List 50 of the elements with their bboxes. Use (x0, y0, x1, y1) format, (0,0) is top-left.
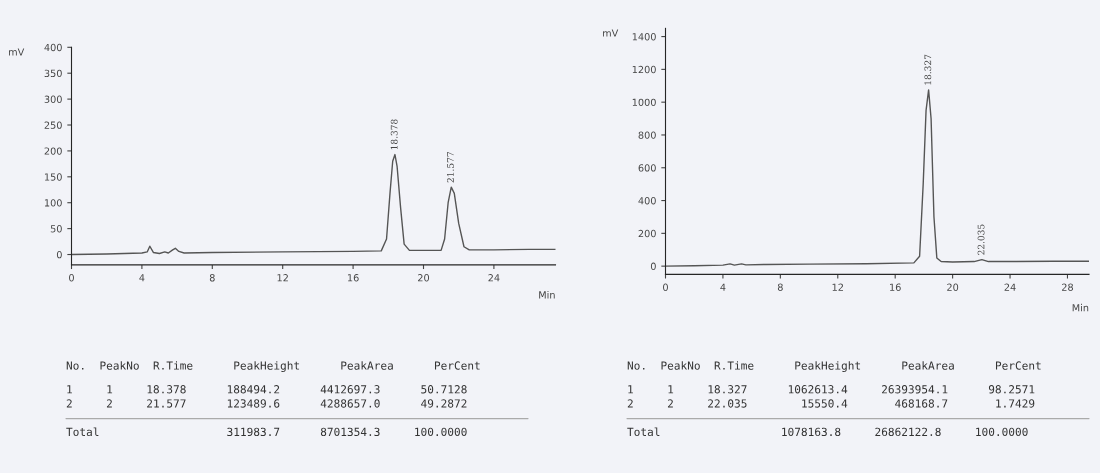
x-tick-label: 16 (347, 274, 359, 282)
y-tick-label: 800 (638, 131, 656, 139)
text: 1 1 18.327 1062613.4 26393954.1 98.2571 (628, 385, 1035, 394)
y-tick-label: 400 (638, 197, 656, 205)
x-tick-label: 0 (663, 283, 668, 291)
x-tick-label: 24 (1004, 283, 1016, 291)
y-tick-label: 50 (50, 225, 62, 233)
y-tick-label: 1000 (632, 98, 656, 106)
line-series (71, 153, 556, 256)
x-tick-label: 0 (69, 274, 74, 282)
y-tick-label: 400 (44, 43, 62, 52)
x-tick-label: 12 (832, 283, 843, 291)
y-tick-label: 1400 (632, 33, 656, 41)
y-tick-label: 200 (44, 147, 62, 155)
text: Total 1078163.8 26862122.8 100.0000 (627, 427, 1028, 437)
y-tick-label: 300 (44, 95, 62, 103)
x-tick-label: 4 (139, 274, 145, 282)
x-tick-label: 8 (209, 274, 215, 282)
x-tick-label: 4 (720, 283, 726, 291)
x-tick-label: 24 (488, 274, 500, 282)
x-tick-label: 20 (947, 283, 959, 291)
y-tick-label: 350 (44, 69, 62, 78)
annotation: 21.577 (447, 152, 454, 183)
x-axis-title: Min (1072, 303, 1089, 312)
y-tick-label: 0 (56, 251, 62, 259)
y-axis-title: mV (603, 29, 619, 37)
x-tick-label: 20 (418, 274, 430, 282)
y-tick-label: 600 (638, 164, 656, 172)
x-tick-label: 16 (890, 283, 901, 291)
text: No. PeakNo R.Time PeakHeight PeakArea PerCent (66, 361, 480, 372)
y-tick-label: 200 (638, 229, 656, 238)
y-tick-label: 100 (44, 199, 62, 207)
y-tick-label: 0 (650, 262, 656, 270)
annotation: 18.327 (924, 54, 932, 85)
y-tick-label: 250 (44, 121, 62, 129)
line-series (665, 89, 1089, 267)
annotation: 18.378 (390, 119, 398, 150)
x-tick-label: 28 (1061, 283, 1073, 291)
y-tick-label: 150 (44, 173, 62, 181)
annotation: 22.035 (977, 224, 985, 255)
y-axis-title: mV (9, 48, 25, 56)
x-tick-label: 8 (777, 283, 783, 291)
x-tick-label: 12 (277, 274, 288, 282)
y-tick-label: 1200 (632, 65, 656, 74)
x-axis-title: Min (539, 290, 555, 299)
text: 2 2 22.035 15550.4 468168.7 1.7429 (627, 399, 1035, 408)
text: No. PeakNo R.Time PeakHeight PeakArea PerCent (627, 361, 1041, 372)
text: 1 1 18.378 188494.2 4412697.3 50.7128 (67, 385, 467, 394)
text: Total 311983.7 8701354.3 100.0000 (66, 427, 467, 437)
text: 2 2 21.577 123489.6 4288657.0 49.2872 (66, 399, 467, 408)
